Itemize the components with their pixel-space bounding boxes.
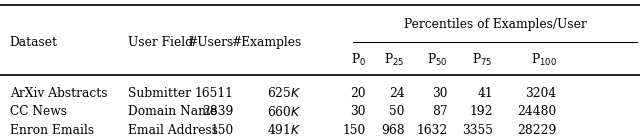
Text: Submitter: Submitter (128, 87, 191, 100)
Text: 3355: 3355 (462, 124, 493, 137)
Text: ArXiv Abstracts: ArXiv Abstracts (10, 87, 107, 100)
Text: 24: 24 (388, 87, 404, 100)
Text: Email Address: Email Address (128, 124, 218, 137)
Text: #Users: #Users (188, 36, 234, 49)
Text: 24480: 24480 (518, 105, 557, 118)
Text: 30: 30 (433, 87, 448, 100)
Text: 150: 150 (343, 124, 366, 137)
Text: 491$\mathit{K}$: 491$\mathit{K}$ (267, 123, 301, 137)
Text: 30: 30 (351, 105, 366, 118)
Text: 41: 41 (477, 87, 493, 100)
Text: P$_{75}$: P$_{75}$ (472, 52, 493, 68)
Text: #Examples: #Examples (230, 36, 301, 49)
Text: P$_{25}$: P$_{25}$ (384, 52, 404, 68)
Text: P$_{50}$: P$_{50}$ (428, 52, 448, 68)
Text: Domain Name: Domain Name (128, 105, 217, 118)
Text: P$_0$: P$_0$ (351, 52, 366, 68)
Text: 2839: 2839 (202, 105, 234, 118)
Text: Dataset: Dataset (10, 36, 58, 49)
Text: 3204: 3204 (525, 87, 557, 100)
Text: 28229: 28229 (517, 124, 557, 137)
Text: CC News: CC News (10, 105, 67, 118)
Text: 20: 20 (351, 87, 366, 100)
Text: User Field: User Field (128, 36, 193, 49)
Text: Percentiles of Examples/User: Percentiles of Examples/User (404, 18, 586, 31)
Text: 50: 50 (389, 105, 404, 118)
Text: 192: 192 (469, 105, 493, 118)
Text: 625$\mathit{K}$: 625$\mathit{K}$ (267, 86, 301, 100)
Text: 87: 87 (433, 105, 448, 118)
Text: 1632: 1632 (417, 124, 448, 137)
Text: P$_{100}$: P$_{100}$ (531, 52, 557, 68)
Text: 16511: 16511 (195, 87, 234, 100)
Text: 150: 150 (211, 124, 234, 137)
Text: Enron Emails: Enron Emails (10, 124, 93, 137)
Text: 968: 968 (381, 124, 404, 137)
Text: 660$\mathit{K}$: 660$\mathit{K}$ (267, 105, 301, 119)
